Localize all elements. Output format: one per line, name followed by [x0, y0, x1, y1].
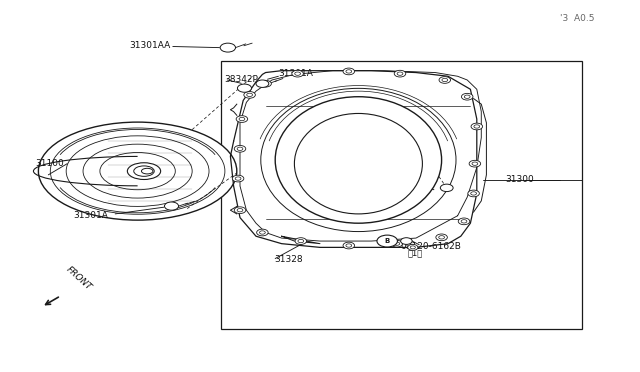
Circle shape [237, 84, 252, 92]
Text: 31301A: 31301A [74, 211, 108, 219]
Circle shape [220, 43, 236, 52]
Text: B: B [385, 238, 390, 244]
Circle shape [408, 244, 418, 250]
Circle shape [346, 244, 352, 247]
Circle shape [237, 147, 243, 150]
Circle shape [471, 192, 476, 195]
Ellipse shape [127, 163, 161, 179]
Circle shape [292, 70, 303, 77]
Circle shape [239, 118, 245, 121]
Circle shape [257, 229, 268, 236]
Circle shape [346, 70, 352, 73]
Text: 09120-6162B: 09120-6162B [400, 242, 461, 251]
Ellipse shape [38, 122, 237, 220]
Circle shape [237, 208, 243, 212]
Circle shape [260, 231, 265, 234]
Text: 31328E: 31328E [400, 175, 435, 184]
Circle shape [298, 240, 303, 243]
Text: '3  A0.5: '3 A0.5 [560, 14, 595, 23]
Text: （1）: （1） [408, 248, 423, 257]
Circle shape [247, 93, 253, 96]
Circle shape [410, 246, 415, 249]
Circle shape [256, 80, 269, 87]
Text: 31301AA: 31301AA [130, 41, 171, 50]
Circle shape [471, 123, 483, 130]
Circle shape [394, 242, 400, 246]
Circle shape [469, 160, 481, 167]
Circle shape [440, 184, 453, 192]
Circle shape [236, 177, 241, 180]
Circle shape [461, 93, 473, 100]
Circle shape [391, 240, 403, 247]
Text: 31100: 31100 [35, 159, 64, 168]
Circle shape [262, 82, 269, 85]
Ellipse shape [134, 166, 154, 176]
Circle shape [236, 116, 248, 122]
Circle shape [439, 236, 444, 239]
Circle shape [465, 95, 470, 98]
Circle shape [474, 125, 480, 128]
Circle shape [244, 92, 255, 98]
Circle shape [468, 190, 479, 197]
Circle shape [377, 235, 397, 247]
Circle shape [343, 68, 355, 75]
Circle shape [461, 219, 467, 223]
Circle shape [164, 202, 179, 210]
Circle shape [472, 162, 477, 165]
Circle shape [343, 242, 355, 249]
Circle shape [436, 234, 447, 241]
Circle shape [260, 80, 271, 87]
Circle shape [234, 145, 246, 152]
Circle shape [295, 72, 301, 75]
Ellipse shape [141, 168, 153, 174]
Text: FRONT: FRONT [64, 265, 93, 292]
Circle shape [234, 207, 246, 214]
Circle shape [401, 238, 412, 244]
Ellipse shape [275, 97, 442, 223]
Text: 31328: 31328 [274, 255, 303, 264]
Text: 31301A: 31301A [278, 69, 313, 78]
Circle shape [442, 78, 448, 81]
Circle shape [295, 238, 307, 244]
Circle shape [397, 72, 403, 75]
Circle shape [439, 77, 451, 83]
Circle shape [232, 175, 244, 182]
Bar [221, 61, 582, 329]
Circle shape [458, 218, 470, 225]
Text: 31300: 31300 [506, 175, 534, 184]
Text: 38342P: 38342P [224, 75, 258, 84]
Circle shape [394, 70, 406, 77]
